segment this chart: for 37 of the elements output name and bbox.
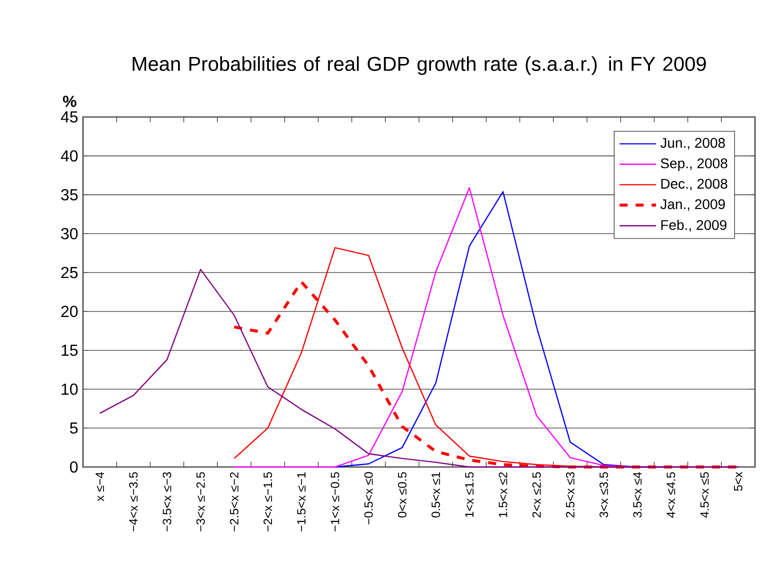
y-tick-label: 25 bbox=[61, 266, 78, 278]
y-tick-label: 15 bbox=[62, 344, 78, 356]
legend-label: Feb., 2009 bbox=[661, 220, 726, 232]
x-tick-label: −1.5<x ≤−1 bbox=[297, 472, 306, 532]
y-tick-label: 5 bbox=[70, 422, 78, 434]
x-tick-label: 0<x ≤0.5 bbox=[398, 472, 406, 518]
x-tick-label: 0.5<x ≤1 bbox=[432, 472, 440, 518]
x-tick-label: x ≤−4 bbox=[96, 472, 104, 502]
x-tick-label: −1<x ≤−0.5 bbox=[330, 472, 340, 532]
x-tick-label: 5<x bbox=[734, 472, 742, 491]
x-tick-label: −2<x ≤−1.5 bbox=[264, 472, 272, 532]
x-tick-label: 4<x ≤4.5 bbox=[666, 472, 676, 518]
legend-label: Jun., 2008 bbox=[660, 138, 725, 150]
y-tick-label: 0 bbox=[70, 461, 78, 473]
y-tick-label: 20 bbox=[61, 306, 78, 318]
x-tick-label: −2.5<x ≤−2 bbox=[230, 472, 238, 532]
y-axis-title: % bbox=[62, 96, 76, 107]
y-tick-label: 35 bbox=[61, 189, 78, 200]
x-tick-label: 2<x ≤2.5 bbox=[532, 472, 541, 518]
legend-label: Jan., 2009 bbox=[660, 199, 725, 211]
x-tick-label: −0.5<x ≤0 bbox=[364, 472, 373, 524]
legend-label: Sep., 2008 bbox=[660, 158, 728, 172]
x-tick-label: 1.5<x ≤2 bbox=[498, 472, 508, 518]
x-tick-label: −3<x ≤−2.5 bbox=[196, 472, 205, 532]
x-tick-label: 4.5<x ≤5 bbox=[700, 472, 709, 518]
x-tick-label: −4<x ≤−3.5 bbox=[129, 472, 138, 532]
y-tick-label: 10 bbox=[62, 384, 78, 395]
x-tick-label: 2.5<x ≤3 bbox=[566, 472, 574, 518]
x-tick-label: 3<x ≤3.5 bbox=[600, 472, 608, 518]
chart-title: Mean Probabilities of real GDP growth rate (s.a.a.r.) in FY 2009 bbox=[132, 56, 706, 75]
y-tick-label: 45 bbox=[60, 111, 78, 123]
x-tick-label: 1<x ≤1.5 bbox=[465, 472, 474, 518]
y-tick-label: 30 bbox=[61, 228, 78, 240]
y-tick-label: 40 bbox=[60, 150, 78, 162]
legend-label: Dec., 2008 bbox=[661, 178, 728, 190]
x-tick-label: 3.5<x ≤4 bbox=[633, 472, 642, 518]
x-tick-label: −3.5<x ≤−3 bbox=[162, 472, 172, 532]
